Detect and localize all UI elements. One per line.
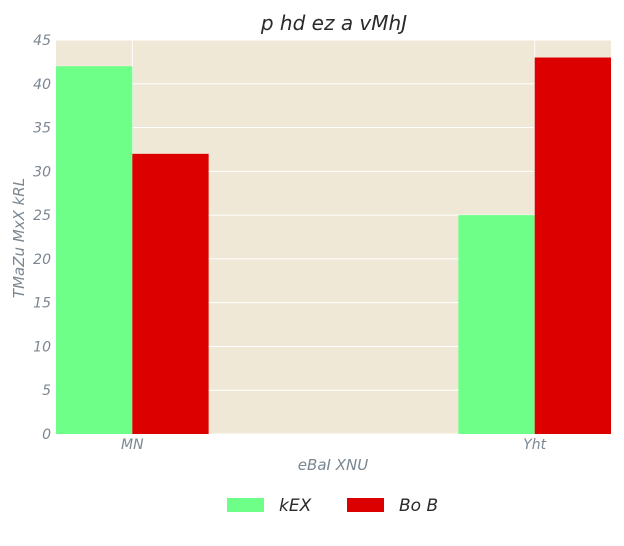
y-tick-label: 10	[33, 339, 51, 355]
y-tick-label: 15	[33, 296, 51, 312]
bar	[132, 153, 209, 435]
x-tick-label: MN	[121, 437, 144, 453]
legend-label: Bo B	[399, 496, 438, 516]
x-axis-ticks: MN Yht	[121, 437, 547, 453]
x-axis-label: eBaI XNU	[298, 456, 368, 474]
y-tick-label: 0	[42, 427, 51, 443]
legend-swatch	[347, 498, 384, 512]
x-tick-label: Yht	[523, 437, 546, 453]
y-tick-label: 5	[42, 383, 51, 399]
legend-swatch	[227, 498, 264, 512]
bar	[534, 57, 611, 435]
legend: kEX Bo B	[227, 496, 438, 516]
y-tick-label: 45	[33, 33, 51, 49]
bar	[458, 215, 535, 434]
y-axis-label: TMaZu MxX kRL	[10, 178, 28, 298]
y-tick-label: 35	[33, 121, 51, 137]
y-tick-label: 20	[33, 252, 51, 268]
y-axis-ticks: 0 5 10 15 20 25 30 35 40 45	[33, 33, 51, 443]
bars	[56, 57, 611, 435]
y-tick-label: 25	[33, 208, 51, 224]
y-tick-label: 30	[33, 164, 51, 180]
legend-label: kEX	[279, 496, 312, 516]
y-tick-label: 40	[33, 77, 51, 93]
chart-title: p hd ez a vMhJ	[260, 11, 407, 35]
bar	[56, 66, 133, 435]
